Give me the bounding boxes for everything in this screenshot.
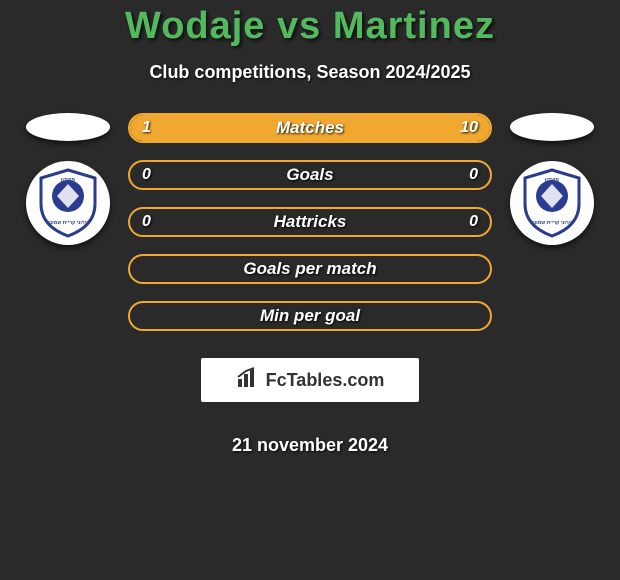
right-flag-icon (510, 113, 594, 141)
subtitle: Club competitions, Season 2024/2025 (0, 62, 620, 83)
logo-text: FcTables.com (266, 370, 385, 391)
stat-value-left: 0 (142, 166, 151, 184)
svg-text:עירוני קריית שמונה: עירוני קריית שמונה (47, 220, 90, 226)
right-player-column: מועדון עירוני קריית שמונה (502, 113, 602, 245)
left-player-column: מועדון עירוני קריית שמונה (18, 113, 118, 245)
stat-value-right: 0 (469, 166, 478, 184)
stat-label: Matches (276, 118, 344, 138)
stat-row-min-per-goal: Min per goal (128, 301, 492, 331)
left-flag-icon (26, 113, 110, 141)
stat-row-hattricks: 0 Hattricks 0 (128, 207, 492, 237)
chart-icon (236, 367, 260, 393)
stats-column: 1 Matches 10 0 Goals 0 0 Hattricks 0 Goa… (118, 113, 502, 456)
source-logo[interactable]: FcTables.com (201, 358, 419, 402)
stat-value-right: 0 (469, 213, 478, 231)
page-title: Wodaje vs Martinez (0, 5, 620, 48)
svg-text:מועדון: מועדון (61, 177, 76, 183)
stat-value-right: 10 (460, 119, 478, 137)
svg-text:עירוני קריית שמונה: עירוני קריית שמונה (531, 220, 574, 226)
stat-label: Goals per match (243, 259, 376, 279)
stat-row-goals-per-match: Goals per match (128, 254, 492, 284)
left-club-crest: מועדון עירוני קריית שמונה (26, 161, 110, 245)
main-content: מועדון עירוני קריית שמונה 1 Matches 10 0… (0, 113, 620, 456)
stat-label: Min per goal (260, 306, 360, 326)
stat-label: Goals (286, 165, 333, 185)
shield-icon: מועדון עירוני קריית שמונה (37, 168, 99, 238)
shield-icon: מועדון עירוני קריית שמונה (521, 168, 583, 238)
right-club-crest: מועדון עירוני קריית שמונה (510, 161, 594, 245)
stat-label: Hattricks (274, 212, 347, 232)
stat-value-left: 0 (142, 213, 151, 231)
stat-value-left: 1 (142, 119, 151, 137)
date-label: 21 november 2024 (128, 435, 492, 456)
stat-row-goals: 0 Goals 0 (128, 160, 492, 190)
stat-row-matches: 1 Matches 10 (128, 113, 492, 143)
svg-text:מועדון: מועדון (545, 177, 560, 183)
comparison-widget: Wodaje vs Martinez Club competitions, Se… (0, 0, 620, 456)
